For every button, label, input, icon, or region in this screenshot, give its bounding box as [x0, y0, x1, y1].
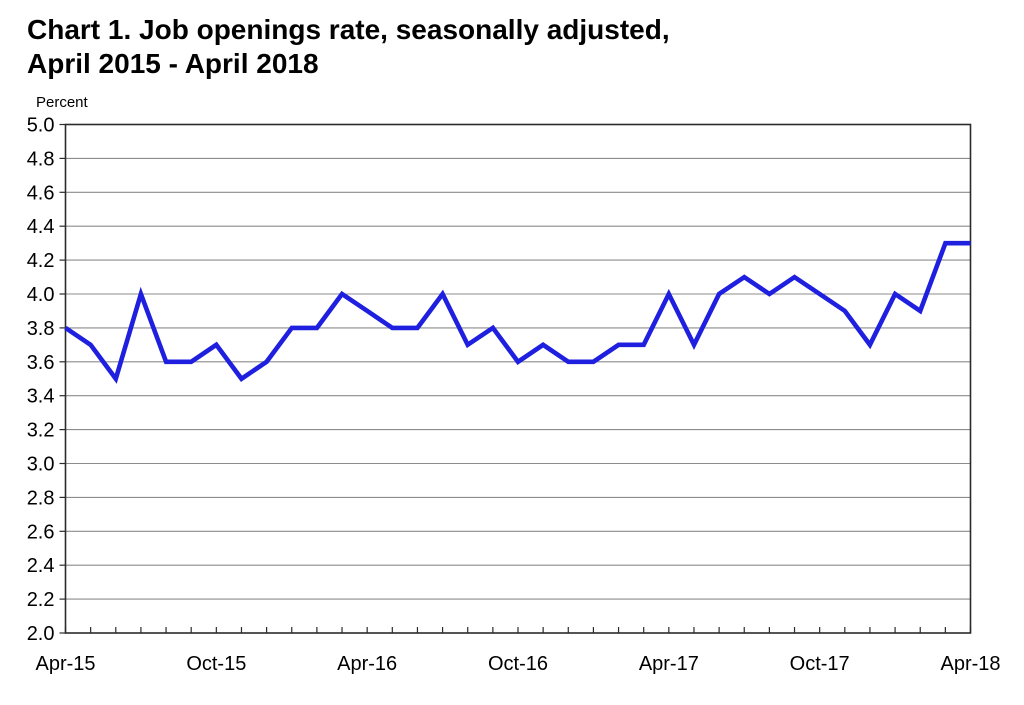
y-axis-tick-label: 4.4 — [27, 216, 55, 238]
y-axis-tick-label: 2.8 — [27, 487, 55, 509]
y-axis-labels: 2.0 2.2 2.4 2.6 2.8 3.0 3.2 3.4 3.6 3.8 4.0 4.2 4.4 4… — [27, 115, 55, 646]
data-series-line — [64, 240, 971, 384]
y-axis-tick-label: 2.2 — [27, 589, 55, 611]
y-axis-tick-label: 3.8 — [27, 318, 55, 340]
y-axis-tick-label: 3.0 — [27, 454, 55, 476]
chart-title: Chart 1. Job openings rate, seasonally a… — [27, 13, 670, 81]
y-axis-tick-label: 4.2 — [27, 250, 55, 272]
y-axis-tick-label: 2.6 — [27, 521, 55, 543]
y-axis-tick-label: 3.6 — [27, 352, 55, 374]
x-axis-tick-label: Oct-17 — [790, 653, 850, 675]
y-axis-tick-label: 3.4 — [27, 386, 55, 408]
y-axis-tick-label: 4.0 — [27, 284, 55, 306]
x-axis-tick-label: Apr-18 — [940, 653, 1000, 675]
chart-title-line-1: Chart 1. Job openings rate, seasonally a… — [27, 14, 670, 45]
chart-title-line-2: April 2015 - April 2018 — [27, 48, 319, 79]
x-axis-tick-label: Apr-16 — [337, 653, 397, 675]
y-axis-ticks — [59, 123, 66, 634]
x-axis-tick-label: Oct-16 — [488, 653, 548, 675]
x-axis-tick-label: Apr-17 — [639, 653, 699, 675]
gridlines — [65, 157, 971, 600]
y-axis-tick-label: 2.0 — [27, 623, 55, 645]
x-axis-tick-label: Apr-15 — [35, 653, 95, 675]
x-axis-tick-label: Oct-15 — [186, 653, 246, 675]
y-axis-unit-label: Percent — [36, 94, 88, 111]
x-axis-ticks — [64, 627, 972, 633]
y-axis-tick-label: 4.6 — [27, 182, 55, 204]
y-axis-tick-label: 5.0 — [27, 115, 55, 137]
y-axis-tick-label: 2.4 — [27, 555, 55, 577]
plot-frame — [64, 123, 972, 634]
y-axis-tick-label: 3.2 — [27, 420, 55, 442]
x-axis-labels: Apr-15 Oct-15 Apr-16 Oct-16 Apr-17 Oct-17 Apr-… — [35, 653, 1000, 675]
y-axis-tick-label: 4.8 — [27, 148, 55, 170]
